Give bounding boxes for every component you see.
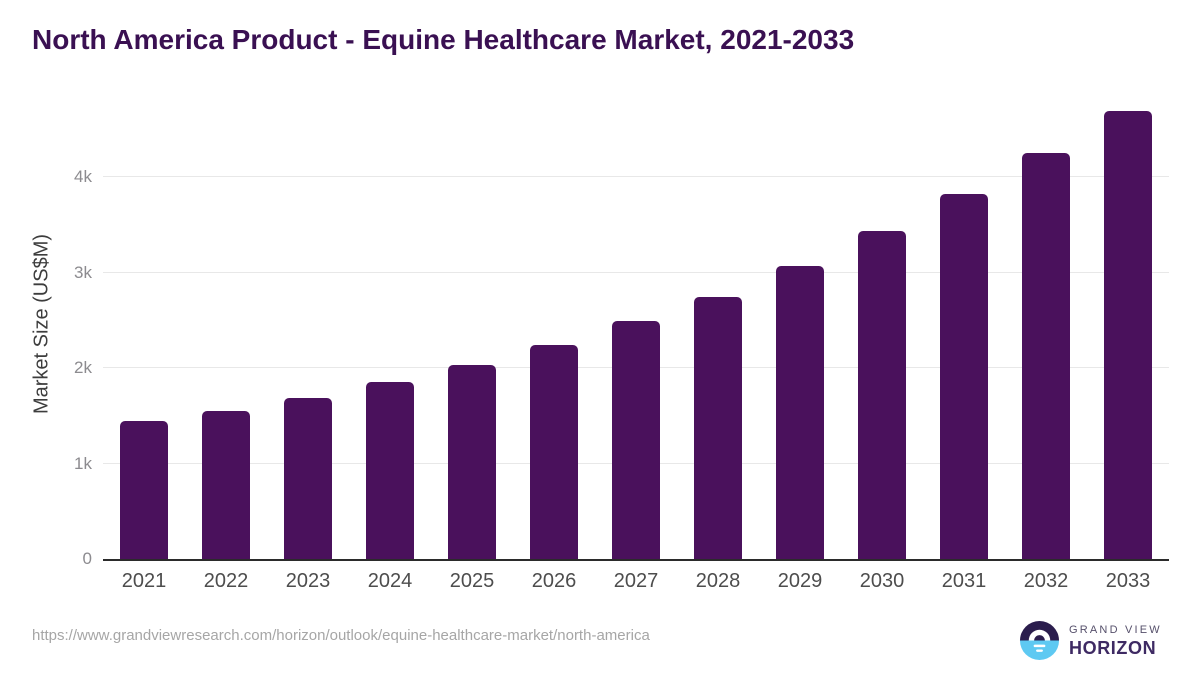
x-tick-label-2024: 2024 — [367, 570, 413, 592]
y-tick-label: 2k — [74, 358, 92, 378]
chart-title: North America Product - Equine Healthcar… — [32, 24, 855, 55]
y-tick-label: 3k — [74, 262, 92, 282]
bar-2027 — [612, 321, 660, 559]
bar-2028 — [694, 296, 742, 559]
source-url: https://www.grandviewresearch.com/horizo… — [32, 627, 650, 644]
y-tick-label: 1k — [74, 453, 92, 473]
gridline-4k — [103, 176, 1169, 178]
x-tick-label-2023: 2023 — [285, 570, 331, 592]
logo-line1: GRAND VIEW — [1069, 623, 1162, 636]
x-tick-label-2026: 2026 — [531, 570, 577, 592]
bar-2025 — [448, 365, 496, 559]
bar-2029 — [776, 265, 824, 559]
x-tick-label-2032: 2032 — [1023, 570, 1069, 592]
plot-area: 0 1k 2k 3k 4k — [74, 101, 1169, 568]
brand-logo: GRAND VIEW HORIZON — [1019, 620, 1162, 661]
bar-2024 — [366, 382, 414, 559]
bar-2032 — [1022, 153, 1070, 559]
x-tick-label-2027: 2027 — [613, 570, 659, 592]
gridline-3k — [103, 271, 1169, 273]
x-tick-label-2030: 2030 — [859, 570, 905, 592]
bar-2030 — [858, 230, 906, 559]
bar-2026 — [530, 345, 578, 559]
x-tick-label-2029: 2029 — [777, 570, 823, 592]
x-tick-label-2033: 2033 — [1105, 570, 1151, 592]
y-axis-title: Market Size (US$M) — [30, 233, 53, 415]
y-tick-label: 4k — [74, 167, 92, 187]
bar-2021 — [120, 420, 168, 559]
logo-line2: HORIZON — [1069, 637, 1157, 658]
bar-2031 — [940, 194, 988, 559]
bar-2022 — [202, 410, 250, 559]
bar-2033 — [1104, 110, 1152, 559]
x-tick-label-2022: 2022 — [203, 570, 249, 592]
logo-text: GRAND VIEW HORIZON — [1069, 624, 1162, 658]
x-tick-label-2028: 2028 — [695, 570, 741, 592]
x-tick-label-2031: 2031 — [941, 570, 987, 592]
horizon-logo-icon — [1019, 620, 1060, 661]
x-tick-label-2021: 2021 — [121, 570, 167, 592]
x-tick-label-2025: 2025 — [449, 570, 495, 592]
y-tick-label: 0 — [82, 549, 92, 568]
bar-2023 — [284, 397, 332, 559]
